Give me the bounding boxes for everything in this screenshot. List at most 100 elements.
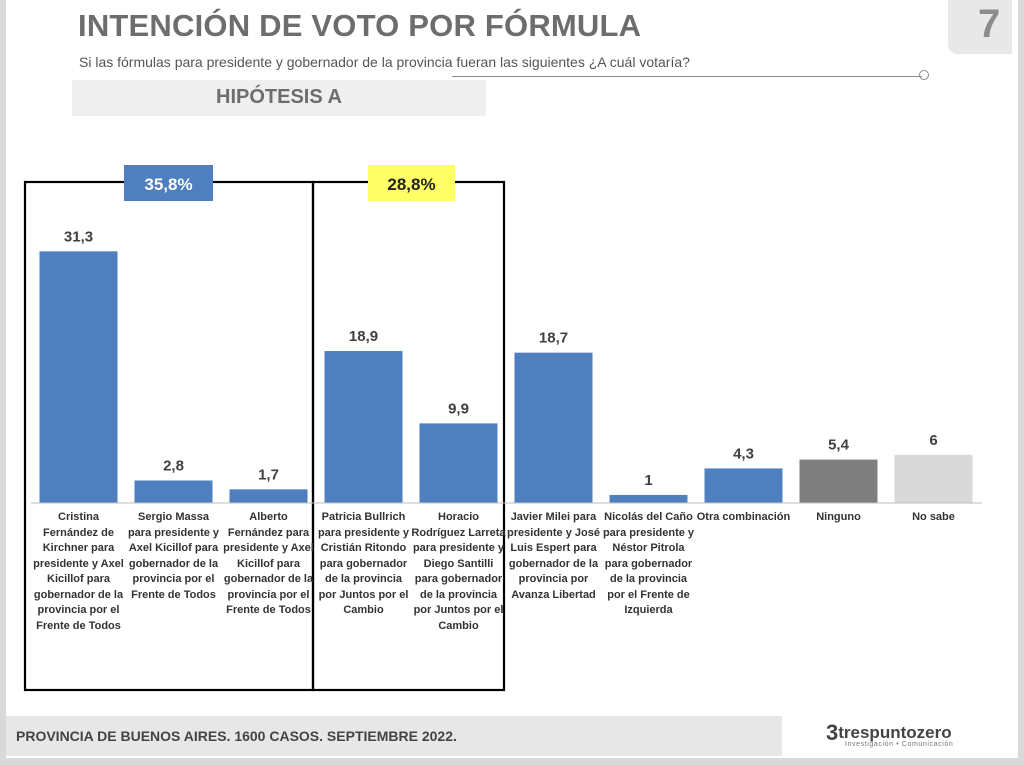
category-label-line: presidente y Axel bbox=[223, 542, 314, 554]
data-label: 18,9 bbox=[349, 328, 378, 345]
category-label-line: Patricia Bullrich bbox=[321, 511, 406, 523]
group-total-label: 28,8% bbox=[387, 175, 435, 194]
category-label-line: para presidente y bbox=[317, 526, 410, 539]
data-label: 1 bbox=[644, 472, 652, 489]
category-label-line: para gobernador bbox=[414, 573, 503, 585]
brand-logo: 3trespuntozero bbox=[826, 720, 952, 746]
category-label-line: Izquierda bbox=[624, 604, 673, 616]
category-label: Sergio Massa para presidente y Axel Kicill… bbox=[126, 510, 222, 603]
category-label: Horacio Rodríguez Larreta para presidente … bbox=[411, 510, 507, 634]
bar bbox=[229, 489, 308, 503]
category-label-line: para gobernador bbox=[319, 557, 408, 570]
chart-subtitle: Si las fórmulas para presidente y gobern… bbox=[79, 54, 690, 70]
category-label-line: presidente y José bbox=[507, 526, 600, 539]
bar bbox=[609, 494, 688, 503]
category-label: No sabe bbox=[886, 510, 982, 526]
brand-mark-icon: 3 bbox=[826, 720, 839, 745]
category-label-line: de la provincia bbox=[324, 573, 403, 585]
group-total-label: 35,8% bbox=[144, 175, 192, 194]
category-label-line: gobernador de la bbox=[128, 557, 219, 570]
hypothesis-label: HIPÓTESIS A bbox=[216, 86, 342, 108]
divider-end-icon bbox=[919, 70, 929, 80]
subtitle-divider bbox=[452, 76, 922, 77]
category-label-line: Alberto bbox=[249, 511, 288, 523]
footer-source: PROVINCIA DE BUENOS AIRES. 1600 CASOS. S… bbox=[16, 728, 457, 744]
category-label: Otra combinación bbox=[696, 510, 792, 526]
category-label-line: Ninguno bbox=[816, 511, 861, 523]
category-label-line: para presidente y bbox=[127, 526, 220, 539]
data-label: 6 bbox=[929, 432, 937, 449]
bar bbox=[324, 351, 403, 503]
category-label-line: Otra combinación bbox=[696, 511, 791, 523]
category-label-line: Cristina bbox=[58, 511, 99, 523]
category-label-line: provincia por el bbox=[227, 588, 310, 601]
category-label-line: Horacio bbox=[438, 511, 479, 523]
data-label: 31,3 bbox=[64, 228, 93, 245]
category-label-line: de la provincia bbox=[419, 588, 498, 601]
bar bbox=[39, 251, 118, 503]
category-label: Cristina Fernández de Kirchner para preside… bbox=[31, 510, 127, 634]
bar bbox=[704, 468, 783, 503]
bar bbox=[134, 480, 213, 503]
group-total-badge bbox=[368, 165, 455, 201]
group-total-badge bbox=[124, 165, 213, 201]
bar bbox=[419, 423, 498, 503]
footer-bar: PROVINCIA DE BUENOS AIRES. 1600 CASOS. S… bbox=[6, 716, 782, 756]
category-label-line: Kicillof para bbox=[237, 557, 300, 570]
category-label-line: por Juntos por el bbox=[318, 588, 409, 601]
category-label-line: para presidente y bbox=[412, 542, 505, 554]
category-label-line: por Juntos por el bbox=[413, 604, 504, 616]
category-label-line: gobernador de la bbox=[508, 557, 599, 570]
category-label-line: Frente de Todos bbox=[36, 619, 121, 632]
data-label: 1,7 bbox=[258, 466, 279, 483]
corner-logo-icon: 7 bbox=[978, 2, 1001, 46]
category-label: Alberto Fernández para presidente y Axel Ki… bbox=[221, 510, 317, 619]
category-label-line: Cristián Ritondo bbox=[320, 542, 407, 554]
bar bbox=[799, 459, 878, 503]
category-label-line: No sabe bbox=[912, 511, 955, 523]
category-label-line: gobernador de la bbox=[223, 573, 314, 585]
category-label-line: Diego Santilli bbox=[423, 557, 494, 570]
category-label: Ninguno bbox=[791, 510, 887, 526]
bar bbox=[514, 352, 593, 503]
chart-title: INTENCIÓN DE VOTO POR FÓRMULA bbox=[78, 8, 642, 43]
bar bbox=[894, 454, 973, 503]
data-label: 9,9 bbox=[448, 400, 469, 417]
category-label-line: provincia por el bbox=[132, 573, 215, 585]
category-label: Nicolás del Caño para presidente y Néstor … bbox=[601, 510, 697, 619]
data-label: 4,3 bbox=[733, 445, 754, 462]
brand-tagline: Investigación • Comunicación bbox=[845, 741, 954, 748]
category-label-line: Cambio bbox=[438, 619, 479, 632]
category-label-line: Kicillof para bbox=[47, 573, 110, 585]
category-label-line: Frente de Todos bbox=[131, 588, 216, 601]
category-label: Javier Milei para presidente y José Luis E… bbox=[506, 510, 602, 603]
data-label: 18,7 bbox=[539, 330, 568, 347]
hypothesis-banner: HIPÓTESIS A bbox=[72, 80, 486, 116]
data-label: 2,8 bbox=[163, 457, 184, 474]
category-label-line: Avanza Libertad bbox=[511, 588, 596, 601]
category-label-line: Fernández de bbox=[43, 526, 114, 539]
category-label-line: presidente y Axel bbox=[33, 557, 124, 570]
category-label-line: Sergio Massa bbox=[138, 511, 209, 523]
category-label-line: provincia por bbox=[518, 573, 589, 585]
category-label-line: Kirchner para bbox=[42, 542, 115, 554]
category-label-line: para gobernador bbox=[604, 557, 693, 570]
category-label-line: Frente de Todos bbox=[226, 604, 311, 616]
category-label-line: Fernández para bbox=[227, 526, 310, 539]
category-label-line: provincia por el bbox=[37, 604, 120, 616]
slide bbox=[6, 0, 1018, 758]
category-label-line: Axel Kicillof para bbox=[128, 542, 219, 554]
category-label-line: para presidente y bbox=[602, 526, 695, 539]
category-label-line: de la provincia bbox=[609, 573, 688, 585]
brand-name: trespuntozero bbox=[838, 723, 952, 742]
category-label-line: Rodríguez Larreta bbox=[411, 526, 506, 539]
category-label-line: por el Frente de bbox=[607, 588, 690, 601]
category-label-line: gobernador de la bbox=[33, 588, 124, 601]
category-label-line: Javier Milei para bbox=[510, 511, 597, 523]
category-label-line: Cambio bbox=[343, 604, 384, 616]
category-label-line: Nicolás del Caño bbox=[604, 511, 693, 523]
category-label-line: Néstor Pitrola bbox=[612, 542, 685, 554]
category-label-line: Luis Espert para bbox=[510, 542, 597, 554]
data-label: 5,4 bbox=[828, 437, 850, 454]
